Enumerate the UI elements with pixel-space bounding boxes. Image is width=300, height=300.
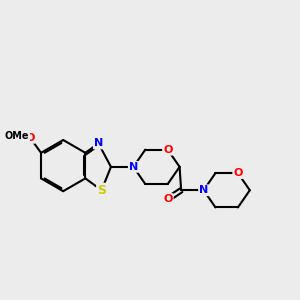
Text: S: S <box>97 184 106 197</box>
Text: N: N <box>129 162 138 172</box>
Text: OMe: OMe <box>5 131 29 141</box>
Text: N: N <box>94 138 103 148</box>
Text: O: O <box>26 133 35 143</box>
Text: N: N <box>199 185 208 195</box>
Text: O: O <box>164 194 173 204</box>
Text: O: O <box>163 145 172 155</box>
Text: O: O <box>233 168 243 178</box>
